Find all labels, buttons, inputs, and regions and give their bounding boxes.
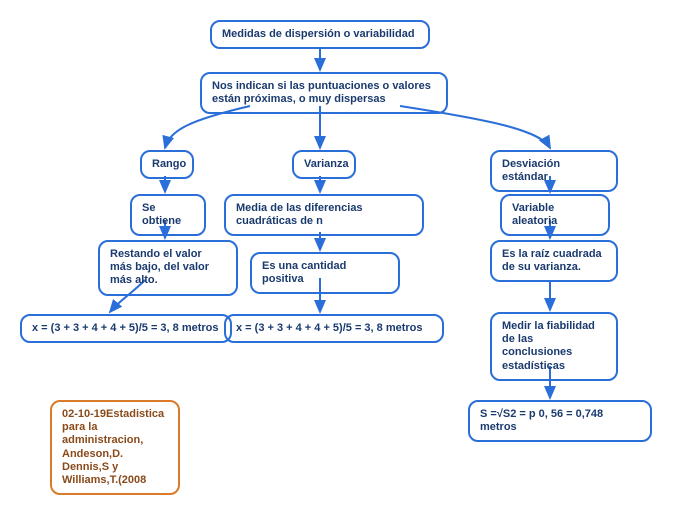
- node-desv-raiz: Es la raíz cuadrada de su varianza.: [490, 240, 618, 282]
- node-desv-fiab: Medir la fiabilidad de las conclusiones …: [490, 312, 618, 381]
- node-root: Medidas de dispersión o variabilidad: [210, 20, 430, 49]
- node-rango: Rango: [140, 150, 194, 179]
- node-rango-obt: Se obtiene: [130, 194, 206, 236]
- node-desv-eq: S =√S2 = p 0, 56 = 0,748 metros: [468, 400, 652, 442]
- node-rango-desc: Restando el valor más bajo, del valor má…: [98, 240, 238, 296]
- citation-box: 02-10-19Estadistica para la administraci…: [50, 400, 180, 495]
- node-rango-eq: x = (3 + 3 + 4 + 4 + 5)/5 = 3, 8 metros: [20, 314, 232, 343]
- node-var-desc: Media de las diferencias cuadráticas de …: [224, 194, 424, 236]
- node-desv: Desviación estándar: [490, 150, 618, 192]
- node-var-pos: Es una cantidad positiva: [250, 252, 400, 294]
- node-var-eq: x = (3 + 3 + 4 + 4 + 5)/5 = 3, 8 metros: [224, 314, 444, 343]
- node-desv-var: Variable aleatoria: [500, 194, 610, 236]
- node-varianza: Varianza: [292, 150, 356, 179]
- node-def: Nos indican si las puntuaciones o valore…: [200, 72, 448, 114]
